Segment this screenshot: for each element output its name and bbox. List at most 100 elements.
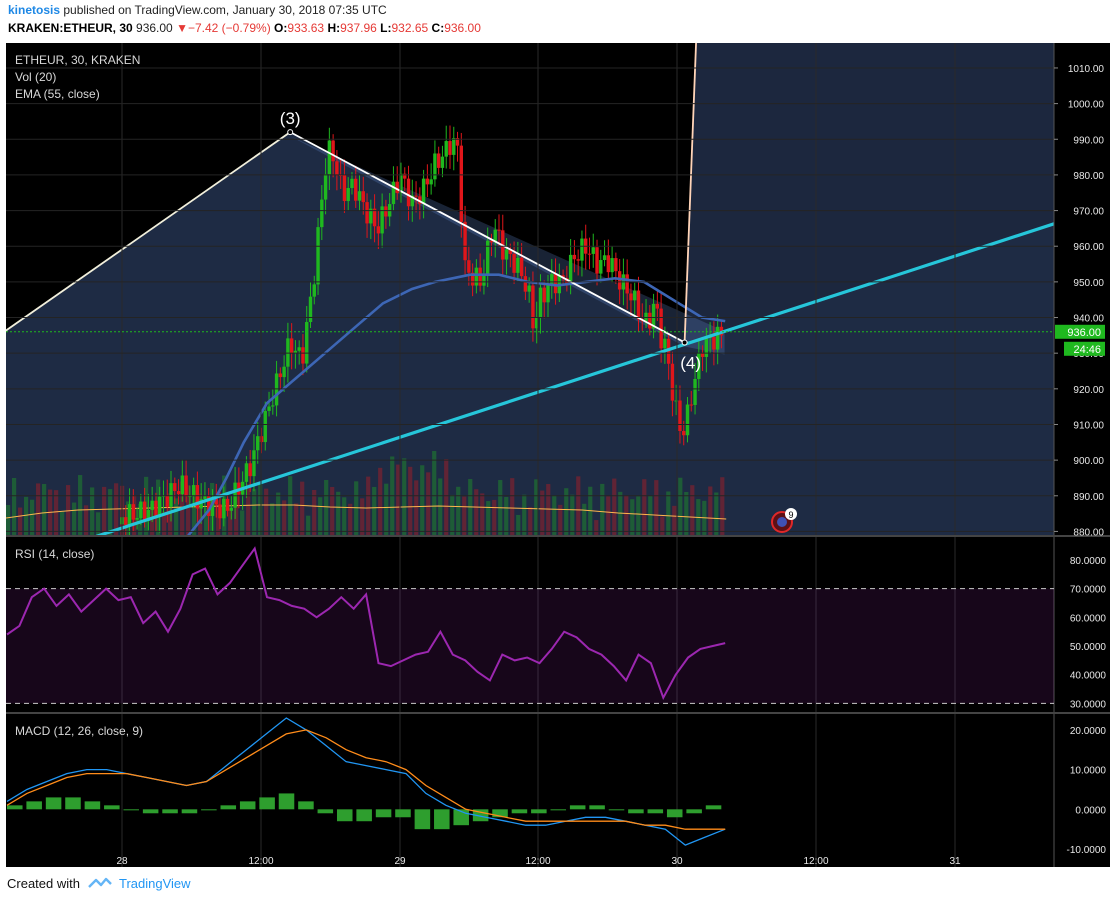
wave3-label: (3) <box>280 109 301 128</box>
macd-histogram-bar <box>511 809 528 814</box>
pattern-area-upper <box>684 43 1054 343</box>
candle-body <box>361 191 365 203</box>
candle-body <box>546 285 550 303</box>
close-value: 936.00 <box>444 21 481 35</box>
price-tick-label: 980.00 <box>1073 171 1104 182</box>
breakout-projection-line <box>683 43 697 343</box>
candle-body <box>154 500 158 518</box>
candle-body <box>218 504 222 519</box>
candle-body <box>406 178 411 207</box>
candle-body <box>346 188 350 202</box>
volume-bar <box>330 486 335 535</box>
volume-bar <box>672 505 677 535</box>
candle-body <box>474 267 479 286</box>
candle-body <box>648 312 652 329</box>
volume-bar <box>18 507 23 535</box>
candle-body <box>504 249 509 260</box>
created-with-text: Created with <box>7 876 80 891</box>
volume-bar <box>96 512 101 535</box>
impulse-wave-line <box>6 131 291 332</box>
candle-body <box>316 227 320 285</box>
candle-body <box>376 226 381 234</box>
candle-body <box>689 404 693 406</box>
volume-bar <box>30 499 35 535</box>
candle-body <box>131 504 136 520</box>
macd-tick-label: 20.0000 <box>1070 726 1107 737</box>
last-price: 936.00 <box>136 21 173 35</box>
volume-bar <box>636 496 641 535</box>
macd-histogram-bar <box>239 801 256 810</box>
candle-body <box>139 501 143 519</box>
volume-bar <box>606 496 611 535</box>
ema-legend: EMA (55, close) <box>15 87 100 101</box>
volume-bar <box>336 491 341 535</box>
open-label: O: <box>274 21 288 35</box>
macd-histogram-bar <box>162 809 178 814</box>
candle-body <box>482 275 486 286</box>
candle-body <box>158 496 162 518</box>
time-tick-label: 12:00 <box>525 856 550 867</box>
candle-body <box>327 140 332 175</box>
candle-body <box>124 517 128 526</box>
rsi-line <box>6 546 726 701</box>
candle-body <box>229 507 234 511</box>
candle-body <box>173 483 177 492</box>
candle-body <box>610 258 614 273</box>
candle-body <box>538 287 543 318</box>
candle-body <box>565 278 569 284</box>
volume-bar <box>102 486 107 535</box>
candle-body <box>644 312 648 322</box>
volume-bar <box>324 479 329 535</box>
volume-bar <box>342 497 347 535</box>
candle-body <box>225 498 230 511</box>
author-name[interactable]: kinetosis <box>8 3 61 17</box>
macd-histogram-bar <box>84 801 101 810</box>
candle-body <box>335 161 339 175</box>
rsi-band-fill <box>6 588 1054 704</box>
candle-body <box>478 267 482 286</box>
candle-body <box>372 208 377 227</box>
volume-bar <box>366 476 371 535</box>
candle-body <box>331 140 335 162</box>
volume-bar <box>192 490 197 535</box>
volume-bar <box>12 477 17 535</box>
candle-body <box>263 410 267 443</box>
candle-body <box>399 173 403 194</box>
candle-body <box>165 495 169 507</box>
candle-body <box>433 153 437 180</box>
tradingview-link[interactable]: TradingView <box>119 876 191 891</box>
candle-body <box>568 254 573 284</box>
candle-body <box>519 257 524 277</box>
volume-bar <box>318 497 323 535</box>
countdown-badge <box>1064 341 1105 356</box>
close-label: C: <box>431 21 445 35</box>
macd-histogram-bar <box>259 797 275 810</box>
volume-bar <box>294 503 299 535</box>
chart-area[interactable]: (3)(4)9880.00890.00900.00910.00920.00930… <box>6 43 1110 867</box>
volume-bar <box>624 495 629 535</box>
volume-bar <box>84 505 89 535</box>
macd-histogram-bar <box>492 809 508 818</box>
candle-body <box>127 504 132 526</box>
main-legend-title: ETHEUR, 30, KRAKEN <box>15 53 141 67</box>
candle-body <box>531 285 535 329</box>
volume-bar <box>360 498 365 535</box>
volume-bar <box>456 486 461 535</box>
candle-body <box>572 254 577 260</box>
candle-body <box>682 430 686 436</box>
descending-trendline <box>289 131 686 344</box>
volume-bar <box>492 499 497 535</box>
macd-histogram-bar <box>472 809 489 822</box>
price-tick-label: 910.00 <box>1073 420 1104 431</box>
rsi-tick-label: 30.0000 <box>1070 699 1107 710</box>
candle-body <box>452 138 456 155</box>
candle-body <box>271 405 275 407</box>
current-price-badge <box>1055 324 1105 339</box>
candle-body <box>256 436 260 451</box>
macd-histogram-bar <box>26 801 42 810</box>
volume-bar <box>36 483 41 535</box>
volume-bar <box>162 511 167 535</box>
tradingview-logo-icon <box>87 877 112 888</box>
candle-body <box>342 174 347 202</box>
volume-bar <box>186 485 191 535</box>
